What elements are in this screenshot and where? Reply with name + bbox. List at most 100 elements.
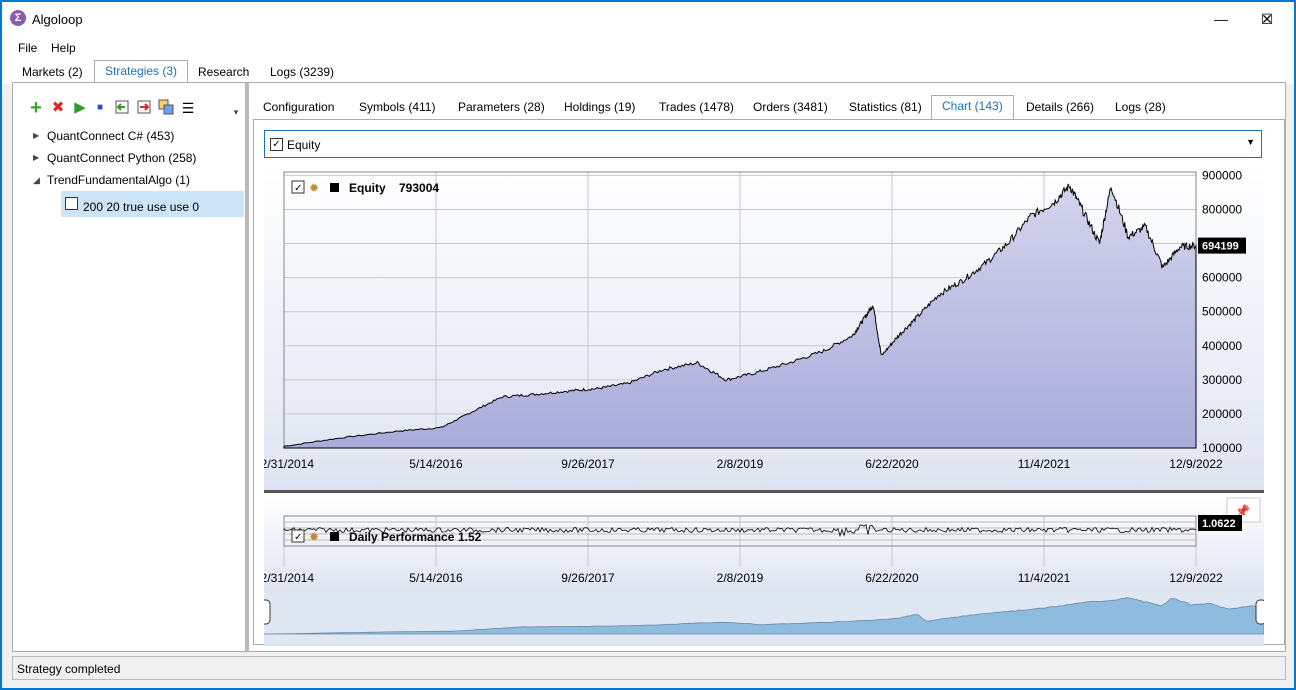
x-tick-label: 9/26/2017 xyxy=(561,457,615,471)
top-tabs: Markets (2) Strategies (3) Research Logs… xyxy=(2,58,1294,85)
pin-glyph: 📌 xyxy=(1235,503,1250,518)
panel-splitter[interactable] xyxy=(245,83,249,651)
tree-item[interactable]: ◢ TrendFundamentalAlgo (1) xyxy=(25,169,245,191)
gear-icon[interactable]: ✹ xyxy=(309,181,319,195)
run-icon[interactable]: ▶ xyxy=(74,99,86,116)
x-tick-label: 5/14/2016 xyxy=(409,571,463,585)
window-title: Algoloop xyxy=(32,12,83,27)
x-tick-label: 11/4/2021 xyxy=(1018,457,1071,471)
delete-icon[interactable]: ✖ xyxy=(51,99,65,116)
last-value: 694199 xyxy=(1202,241,1239,253)
legend-checkbox[interactable] xyxy=(291,180,305,194)
tree-item[interactable]: ▶ QuantConnect C# (453) xyxy=(25,125,245,147)
legend-value: 793004 xyxy=(399,181,439,195)
minimize-icon[interactable]: — xyxy=(1214,11,1228,27)
x-tick-label: 12/31/2014 xyxy=(264,571,314,585)
menu-bar: File Help xyxy=(2,36,1294,58)
equity-x-axis: 12/31/2014 5/14/2016 9/26/2017 2/8/2019 6/22… xyxy=(264,457,1223,471)
equity-legend: ✓ ✹ Equity 793004 xyxy=(291,180,439,195)
navigator-left-handle[interactable] xyxy=(264,599,271,625)
perf-line xyxy=(283,523,1197,538)
perf-grid xyxy=(283,515,1197,566)
expand-arrow-icon[interactable]: ▶ xyxy=(33,153,40,162)
x-tick-label: 2/8/2019 xyxy=(717,571,764,585)
selected-leaf[interactable]: 200 20 true use use 0 xyxy=(61,191,244,217)
strategy-tree: ▶ QuantConnect C# (453) ▶ QuantConnect P… xyxy=(25,125,245,219)
legend-swatch xyxy=(330,183,339,192)
chart-tab-content: ✓ Equity ▼ xyxy=(253,119,1285,646)
title-bar: Σ Algoloop — ☐ xyxy=(2,2,1294,36)
tab-details[interactable]: Details (266) xyxy=(1026,100,1095,114)
equity-area xyxy=(283,183,1197,449)
stop-icon[interactable]: ■ xyxy=(96,102,104,113)
tree-item[interactable]: ▶ QuantConnect Python (258) xyxy=(25,147,245,169)
menu-help[interactable]: Help xyxy=(51,41,76,55)
tab-statistics[interactable]: Statistics (81) xyxy=(849,100,922,114)
perf-x-axis: 12/31/2014 5/14/2016 9/26/2017 2/8/2019 6/22… xyxy=(264,571,1223,585)
maximize-icon[interactable]: ☐ xyxy=(1260,11,1274,27)
legend-name: Daily Performance xyxy=(349,530,455,544)
y-tick-label: 200000 xyxy=(1202,407,1242,421)
collapse-arrow-icon[interactable]: ◢ xyxy=(33,175,40,185)
legend-checkbox[interactable] xyxy=(291,529,305,543)
x-tick-label: 2/8/2019 xyxy=(717,457,764,471)
tree-toolbar: + ✖ ▶ ■ ☰ ▾ xyxy=(25,97,245,121)
y-tick-label: 400000 xyxy=(1202,339,1242,353)
x-tick-label: 5/14/2016 xyxy=(409,457,463,471)
strategies-panel: + ✖ ▶ ■ ☰ ▾ ▶ QuantConnect C# (453) ▶ Qu… xyxy=(12,82,1286,652)
y-tick-label: 500000 xyxy=(1202,305,1242,319)
x-tick-label: 6/22/2020 xyxy=(865,571,919,585)
add-list-icon[interactable]: ☰ xyxy=(181,100,195,116)
leaf-checkbox[interactable] xyxy=(65,197,78,210)
tab-orders[interactable]: Orders (3481) xyxy=(753,100,828,114)
navigator-right-handle[interactable] xyxy=(1255,599,1264,625)
gear-icon[interactable]: ✹ xyxy=(309,530,319,544)
export-icon[interactable] xyxy=(135,99,153,117)
tab-markets[interactable]: Markets (2) xyxy=(22,65,83,79)
tab-research[interactable]: Research xyxy=(198,65,250,79)
chevron-down-icon[interactable]: ▼ xyxy=(1246,137,1255,147)
tree-leaf[interactable]: 200 20 true use use 0 xyxy=(25,191,245,219)
y-tick-label: 900000 xyxy=(1202,168,1242,182)
navigator-area xyxy=(264,597,1264,635)
tab-trades[interactable]: Trades (1478) xyxy=(659,100,734,114)
tab-logs[interactable]: Logs (3239) xyxy=(270,65,335,79)
check-icon: ✓ xyxy=(294,183,302,194)
chart-splitter[interactable] xyxy=(264,490,1264,493)
tab-chart[interactable]: Chart (143) xyxy=(931,95,1014,120)
tab-holdings[interactable]: Holdings (19) xyxy=(564,100,636,114)
tab-logs-strategy[interactable]: Logs (28) xyxy=(1115,100,1166,114)
menu-file[interactable]: File xyxy=(18,41,38,55)
clone-icon[interactable] xyxy=(157,99,175,117)
x-tick-label: 6/22/2020 xyxy=(865,457,919,471)
chart-series-combo[interactable]: ✓ Equity ▼ xyxy=(264,130,1262,158)
y-tick-label: 600000 xyxy=(1202,271,1242,285)
perf-frame xyxy=(283,515,1197,547)
last-value-badge: 694199 xyxy=(1198,237,1246,254)
import-icon[interactable] xyxy=(113,99,131,117)
legend-value: 1.52 xyxy=(458,530,482,544)
equity-y-axis: 1000002000003000004000005000006000007000… xyxy=(1202,168,1242,455)
expand-arrow-icon[interactable]: ▶ xyxy=(33,131,40,140)
combo-checkbox[interactable]: ✓ xyxy=(270,138,283,151)
y-tick-label: 300000 xyxy=(1202,373,1242,387)
x-tick-label: 12/9/2022 xyxy=(1169,457,1223,471)
add-icon[interactable]: + xyxy=(30,97,42,119)
y-tick-label: 100000 xyxy=(1202,441,1242,455)
tab-configuration[interactable]: Configuration xyxy=(263,100,335,114)
tab-strategies[interactable]: Strategies (3) xyxy=(94,60,189,85)
sigma-icon: Σ xyxy=(10,10,26,26)
sub-tabs: Configuration Symbols (411) Parameters (… xyxy=(253,93,1285,120)
strategy-tree-panel: + ✖ ▶ ■ ☰ ▾ ▶ QuantConnect C# (453) ▶ Qu… xyxy=(25,93,245,641)
perf-chart-bg xyxy=(264,494,1264,592)
status-text: Strategy completed xyxy=(17,662,121,676)
y-tick-label: 800000 xyxy=(1202,202,1242,216)
chart-area[interactable]: 1000002000003000004000005000006000007000… xyxy=(264,162,1264,646)
close-icon[interactable]: ✕ xyxy=(1261,11,1273,27)
tab-symbols[interactable]: Symbols (411) xyxy=(359,100,436,114)
toolbar-overflow-icon[interactable]: ▾ xyxy=(233,107,239,117)
legend-name: Equity xyxy=(349,181,386,195)
perf-legend: ✓ ✹ Daily Performance 1.52 xyxy=(291,529,482,544)
tab-parameters[interactable]: Parameters (28) xyxy=(458,100,545,114)
